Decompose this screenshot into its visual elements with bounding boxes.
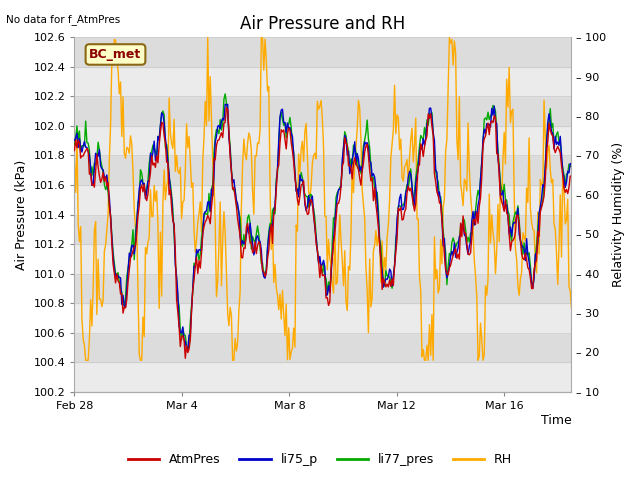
Title: Air Pressure and RH: Air Pressure and RH [241,15,406,33]
Bar [74,185,572,215]
Y-axis label: Relativity Humidity (%): Relativity Humidity (%) [612,142,625,287]
Bar [74,126,572,156]
Bar [74,37,572,67]
Bar [74,215,572,244]
Bar [74,244,572,274]
Bar [74,274,572,303]
Text: BC_met: BC_met [90,48,141,61]
X-axis label: Time: Time [541,414,572,427]
Bar [74,303,572,333]
Bar [74,362,572,392]
Text: No data for f_AtmPres: No data for f_AtmPres [6,14,121,25]
Bar [74,96,572,126]
Bar [74,67,572,96]
Bar [74,156,572,185]
Legend: AtmPres, li75_p, li77_pres, RH: AtmPres, li75_p, li77_pres, RH [123,448,517,471]
Bar [74,333,572,362]
Y-axis label: Air Pressure (kPa): Air Pressure (kPa) [15,159,28,270]
